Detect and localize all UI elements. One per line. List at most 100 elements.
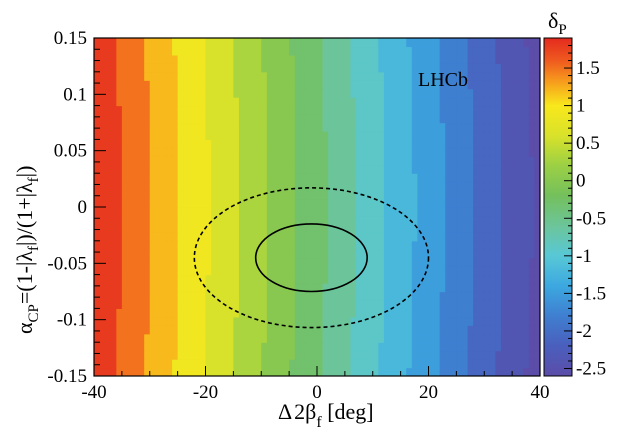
heatmap-cell (244, 291, 251, 301)
heatmap-cell (188, 190, 195, 200)
heatmap-cell (411, 46, 418, 56)
heatmap-cell (400, 308, 407, 318)
heatmap-cell (478, 240, 485, 250)
heatmap-cell (484, 173, 491, 183)
heatmap-cell (450, 291, 457, 301)
heatmap-cell (339, 164, 346, 174)
heatmap-cell (523, 308, 530, 318)
heatmap-cell (227, 139, 234, 149)
heatmap-cell (138, 105, 145, 115)
heatmap-cell (172, 207, 179, 217)
colorbar-axis: 1.510.50-0.5-1-1.5-2-2.5 (564, 37, 606, 379)
heatmap-cell (467, 257, 474, 267)
heatmap-cell (439, 80, 446, 90)
heatmap-cell (389, 325, 396, 335)
heatmap-cell (395, 232, 402, 242)
heatmap-cell (205, 54, 212, 64)
heatmap-cell (250, 88, 257, 98)
heatmap-cell (467, 308, 474, 318)
heatmap-cell (406, 198, 413, 208)
heatmap-cell (194, 249, 201, 259)
heatmap-cell (523, 232, 530, 242)
heatmap-cell (149, 240, 156, 250)
heatmap-cell (411, 38, 418, 48)
heatmap-cell (255, 316, 262, 326)
heatmap-cell (395, 325, 402, 335)
heatmap-cell (350, 325, 357, 335)
heatmap-cell (517, 190, 524, 200)
heatmap-cell (383, 198, 391, 208)
heatmap-cell (500, 283, 508, 293)
heatmap-cell (105, 156, 112, 166)
heatmap-cell (227, 114, 234, 124)
heatmap-cell (356, 46, 363, 56)
heatmap-cell (450, 215, 457, 225)
heatmap-cell (227, 367, 234, 376)
heatmap-cell (205, 283, 212, 293)
heatmap-cell (166, 114, 173, 124)
heatmap-cell (395, 291, 402, 301)
heatmap-cell (149, 342, 156, 352)
heatmap-cell (261, 223, 268, 233)
heatmap-cell (517, 215, 524, 225)
heatmap-cell (417, 207, 424, 217)
heatmap-cell (94, 38, 101, 48)
heatmap-cell (160, 147, 168, 157)
heatmap-cell (99, 359, 106, 369)
heatmap-cell (277, 266, 285, 276)
heatmap-cell (517, 88, 524, 98)
heatmap-cell (434, 215, 441, 225)
heatmap-cell (194, 181, 201, 191)
heatmap-cell (211, 97, 218, 107)
heatmap-cell (400, 215, 407, 225)
heatmap-cell (339, 223, 346, 233)
heatmap-cell (311, 333, 318, 343)
heatmap-cell (500, 333, 508, 343)
heatmap-cell (389, 359, 396, 369)
heatmap-cell (250, 232, 257, 242)
heatmap-cell (183, 240, 190, 250)
heatmap-cell (417, 164, 424, 174)
heatmap-cell (177, 88, 184, 98)
heatmap-cell (411, 130, 418, 140)
heatmap-cell (389, 190, 396, 200)
heatmap-cell (406, 147, 413, 157)
heatmap-cell (467, 164, 474, 174)
heatmap-cell (456, 46, 463, 56)
heatmap-cell (188, 198, 195, 208)
heatmap-cell (166, 240, 173, 250)
heatmap-cell (367, 54, 374, 64)
heatmap-cell (456, 325, 463, 335)
heatmap-cell (489, 342, 496, 352)
heatmap-cell (528, 232, 536, 242)
heatmap-cell (467, 130, 474, 140)
heatmap-cell (177, 63, 184, 73)
heatmap-cell (227, 97, 234, 107)
heatmap-cell (361, 105, 368, 115)
heatmap-cell (244, 80, 251, 90)
heatmap-cell (188, 71, 195, 81)
heatmap-cell (211, 342, 218, 352)
heatmap-cell (378, 333, 385, 343)
heatmap-cell (506, 122, 513, 132)
heatmap-cell (339, 156, 346, 166)
heatmap-cell (255, 291, 262, 301)
heatmap-cell (383, 283, 391, 293)
heatmap-cell (250, 105, 257, 115)
heatmap-cell (105, 46, 112, 56)
heatmap-cell (266, 232, 273, 242)
heatmap-cell (417, 38, 424, 48)
heatmap-cell (445, 46, 452, 56)
heatmap-cell (199, 283, 207, 293)
heatmap-cell (361, 80, 368, 90)
heatmap-cell (484, 80, 491, 90)
heatmap-cell (121, 46, 129, 56)
heatmap-cell (289, 122, 296, 132)
heatmap-cell (211, 266, 218, 276)
heatmap-cell (356, 257, 363, 267)
heatmap-cell (395, 283, 402, 293)
heatmap-cell (205, 223, 212, 233)
heatmap-cell (222, 164, 229, 174)
heatmap-cell (445, 215, 452, 225)
heatmap-cell (461, 350, 469, 360)
